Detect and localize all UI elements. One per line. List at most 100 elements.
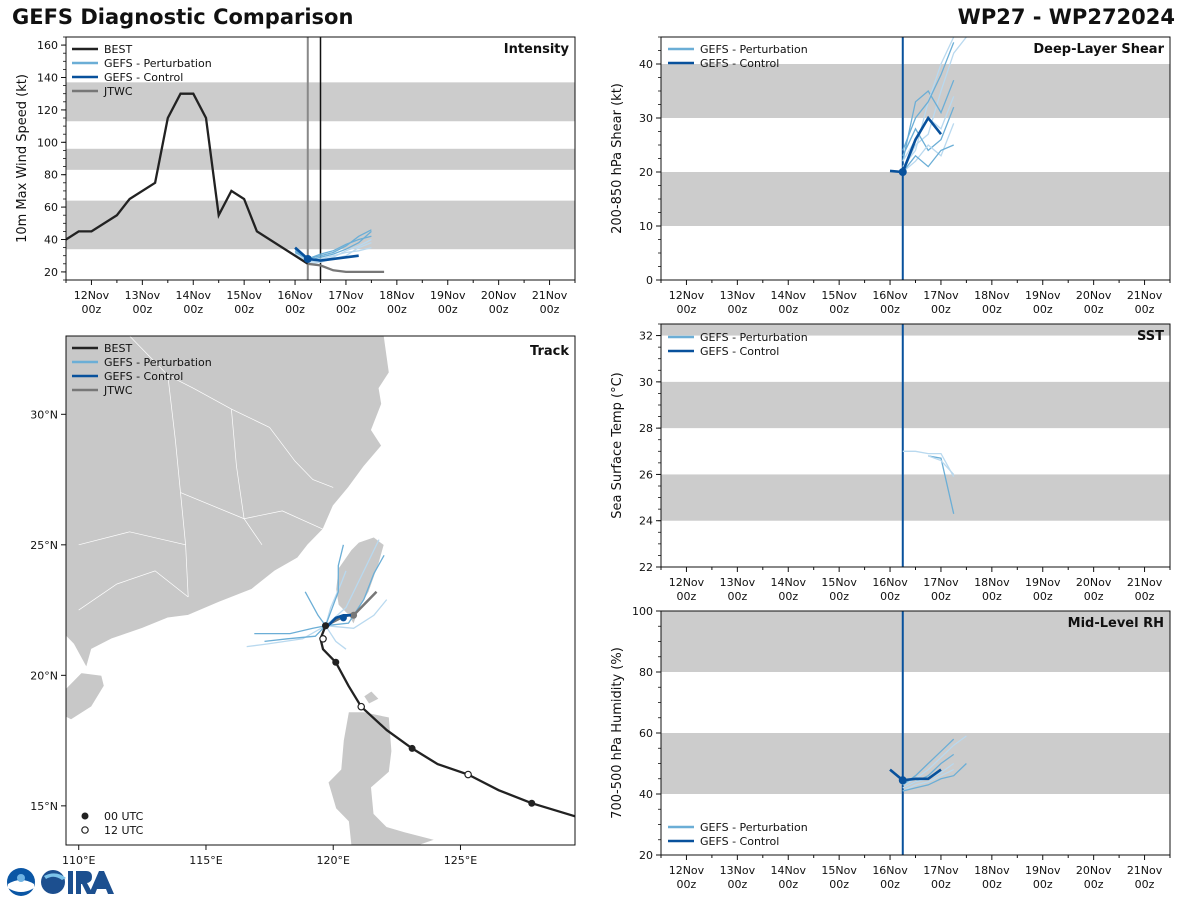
cira-logo-letter-i: [68, 871, 73, 894]
control-series: [889, 115, 943, 174]
x-tick-label-hour: 00z: [880, 878, 900, 891]
x-tick-label-day: 20Nov: [481, 289, 517, 302]
legend-label-jtwc: JTWC: [103, 384, 133, 397]
x-tick-label: 110°E: [62, 854, 95, 867]
x-tick-label-day: 17Nov: [328, 289, 364, 302]
x-tick-label-hour: 00z: [1033, 303, 1053, 316]
x-tick-label-day: 12Nov: [669, 864, 705, 877]
province-border-3: [269, 427, 334, 488]
x-tick-label-hour: 00z: [1084, 303, 1104, 316]
x-tick-label-day: 21Nov: [532, 289, 568, 302]
y-tick-label: 32: [639, 330, 653, 343]
x-tick-label-hour: 00z: [778, 878, 798, 891]
y-axis-label: 10m Max Wind Speed (kt): [15, 74, 30, 243]
y-tick-label: 40: [639, 58, 653, 71]
legend-label-control: GEFS - Control: [700, 835, 779, 848]
legend-marker-12utc: [81, 826, 89, 834]
track-best-00utc-marker: [408, 744, 416, 752]
perturbation-series-5: [902, 763, 967, 792]
series-sst: [901, 324, 955, 567]
x-tick-label-day: 16Nov: [872, 864, 908, 877]
x-tick-label-hour: 00z: [540, 303, 560, 316]
x-tick-label-day: 17Nov: [923, 576, 959, 589]
track-best-00utc-marker: [332, 658, 340, 666]
y-tick-label: 25°N: [30, 539, 58, 552]
x-tick-label-day: 15Nov: [226, 289, 262, 302]
x-tick-label-hour: 00z: [778, 303, 798, 316]
control-series: [889, 768, 942, 782]
cira-logo-letter-r: [76, 871, 93, 894]
band-sst-2: [661, 324, 1170, 336]
china-land: [66, 336, 390, 669]
x-tick-label-hour: 00z: [880, 303, 900, 316]
legend-label-best: BEST: [104, 342, 132, 355]
x-tick-label-day: 12Nov: [669, 576, 705, 589]
panel-title: Track: [530, 344, 569, 359]
track-best-12utc-marker: [464, 770, 472, 779]
x-tick-label-day: 19Nov: [1025, 864, 1061, 877]
track-jtwc: [325, 590, 378, 627]
perturbation-series-5: [902, 42, 955, 151]
x-tick-label-day: 20Nov: [1076, 864, 1112, 877]
track-perturbation-9: [254, 625, 326, 635]
y-tick-label: 60: [639, 727, 653, 740]
track-perturbation-1: [325, 554, 385, 627]
track-jtwc-marker: [350, 611, 358, 619]
x-tick-label-day: 14Nov: [771, 864, 807, 877]
x-tick-label-day: 13Nov: [720, 864, 756, 877]
track-control-marker: [339, 614, 347, 622]
y-tick-label: 140: [37, 72, 58, 85]
x-tick-label-hour: 00z: [778, 590, 798, 603]
x-tick-label: 120°E: [316, 854, 349, 867]
x-tick-label: 115°E: [189, 854, 222, 867]
x-tick-label-day: 20Nov: [1076, 576, 1112, 589]
legend-label-00utc: 00 UTC: [104, 810, 144, 823]
x-tick-label-hour: 00z: [982, 590, 1002, 603]
y-tick-label: 100: [37, 136, 58, 149]
x-tick-label-day: 18Nov: [379, 289, 415, 302]
panel-track: 110°E 115°E 120°E 125°E 15°N 20°N 25°N 30°N Trac…: [30, 335, 576, 867]
track-perturbation-3: [264, 625, 327, 643]
x-tick-label-hour: 00z: [727, 303, 747, 316]
x-tick-label-hour: 00z: [880, 590, 900, 603]
legend-label-perturbation: GEFS - Perturbation: [700, 331, 808, 344]
y-tick-label: 160: [37, 39, 58, 52]
track-perturbation-0: [324, 570, 347, 626]
x-tick-label-hour: 00z: [1033, 878, 1053, 891]
legend-label-perturbation: GEFS - Perturbation: [700, 821, 808, 834]
x-tick-label-day: 17Nov: [923, 289, 959, 302]
noaa-logo-inner: [17, 874, 25, 882]
y-tick-label: 30°N: [30, 408, 58, 421]
x-tick-label-hour: 00z: [982, 878, 1002, 891]
x-tick-label-hour: 00z: [677, 303, 697, 316]
track-best-12utc-marker: [319, 634, 327, 643]
x-tick-label-day: 14Nov: [771, 576, 807, 589]
control-init-marker: [898, 776, 907, 785]
track-perturbation-5: [324, 544, 345, 626]
x-tick-label-hour: 00z: [931, 590, 951, 603]
perturbation-series-0: [902, 37, 967, 173]
x-tick-label-day: 15Nov: [821, 864, 857, 877]
y-tick-label: 20°N: [30, 669, 58, 682]
legend-label-control: GEFS - Control: [700, 345, 779, 358]
x-tick-label-hour: 00z: [1135, 590, 1155, 603]
x-tick-label-day: 12Nov: [74, 289, 110, 302]
x-tick-label-hour: 00z: [1084, 878, 1104, 891]
x-tick-label-day: 21Nov: [1127, 289, 1163, 302]
track-perturbation-8: [325, 625, 347, 650]
panel-title: Mid-Level RH: [1068, 616, 1164, 631]
x-tick-label: 125°E: [444, 854, 477, 867]
y-tick-label: 80: [639, 666, 653, 679]
series-intensity: [66, 37, 385, 280]
legend-label-control: GEFS - Control: [700, 57, 779, 70]
control-init-marker: [303, 254, 312, 263]
x-tick-label-hour: 00z: [82, 303, 102, 316]
x-tick-label-hour: 00z: [677, 878, 697, 891]
panel-shear: 12Nov00z13Nov00z14Nov00z15Nov00z16Nov00z…: [610, 36, 1171, 316]
map-layer: [66, 336, 575, 845]
panel-intensity: 12Nov00z13Nov00z14Nov00z15Nov00z16Nov00z…: [15, 36, 576, 316]
x-tick-label-hour: 00z: [931, 303, 951, 316]
legend-label-best: BEST: [104, 43, 132, 56]
x-tick-label-hour: 00z: [677, 590, 697, 603]
